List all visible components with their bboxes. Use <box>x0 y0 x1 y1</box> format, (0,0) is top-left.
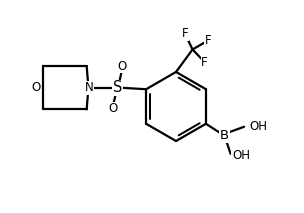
Text: OH: OH <box>232 149 250 162</box>
Text: F: F <box>205 34 212 47</box>
Text: O: O <box>31 81 40 94</box>
Text: OH: OH <box>250 120 268 133</box>
Text: B: B <box>220 129 229 142</box>
Text: O: O <box>117 60 127 73</box>
Text: O: O <box>109 102 118 115</box>
Text: N: N <box>85 81 93 94</box>
Text: S: S <box>113 80 122 95</box>
Text: F: F <box>201 56 208 69</box>
Text: F: F <box>182 27 188 40</box>
